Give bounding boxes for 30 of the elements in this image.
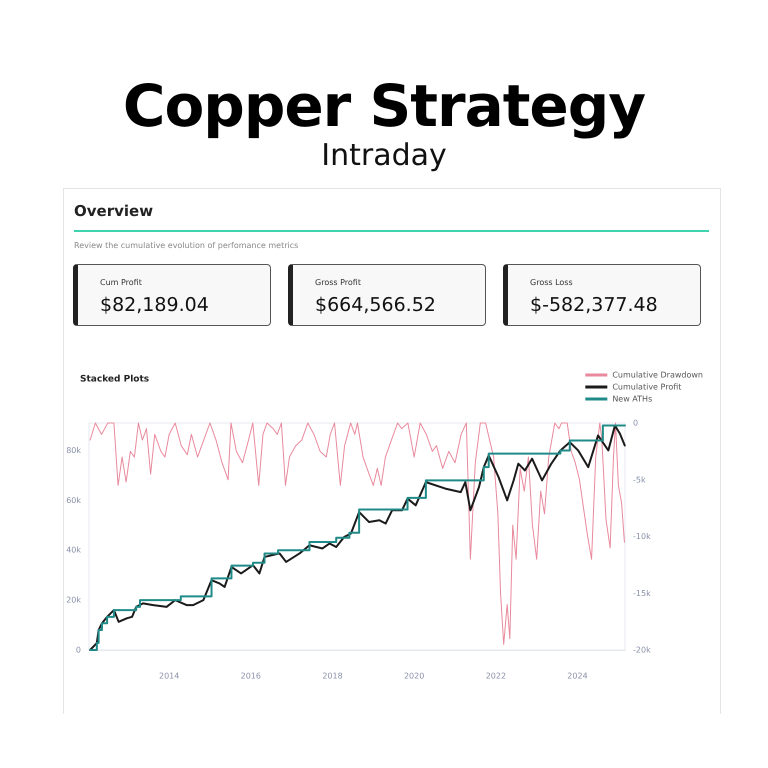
text: Cum Profit (100, 278, 142, 287)
legend-label: Cumulative Profit (612, 382, 682, 392)
text: Review the cumulative evolution of perfomance metrics (74, 241, 298, 250)
text: $82,189.04 (100, 294, 209, 316)
x-tick-label: 2022 (486, 672, 506, 680)
text: Gross Loss (530, 278, 573, 287)
y2-tick-label: -10k (633, 532, 652, 541)
y-tick-label: 40k (66, 546, 82, 555)
y2-tick-label: 0 (633, 418, 638, 428)
chart-title: Stacked Plots (80, 374, 150, 384)
x-tick-label: 2024 (567, 672, 588, 680)
text: Gross Profit (315, 278, 361, 287)
y-tick-label: 80k (66, 446, 82, 455)
text: Overview (74, 202, 154, 220)
text: Intraday (321, 138, 447, 173)
y2-tick-label: -20k (633, 646, 652, 654)
legend-label: New ATHs (612, 394, 652, 404)
text: $664,566.52 (315, 294, 436, 316)
legend-label: Cumulative Drawdown (612, 370, 704, 380)
y-tick-label: 0 (76, 646, 81, 654)
text: Copper Strategy (122, 72, 646, 140)
text: $-582,377.48 (530, 294, 658, 316)
x-tick-label: 2014 (158, 672, 180, 680)
y-tick-label: 20k (66, 596, 82, 605)
y2-tick-label: -15k (633, 588, 652, 598)
x-tick-label: 2018 (322, 672, 343, 680)
x-tick-label: 2016 (240, 672, 261, 680)
y-tick-label: 60k (66, 496, 82, 505)
y2-tick-label: -5k (633, 475, 646, 484)
x-tick-label: 2020 (404, 672, 424, 680)
